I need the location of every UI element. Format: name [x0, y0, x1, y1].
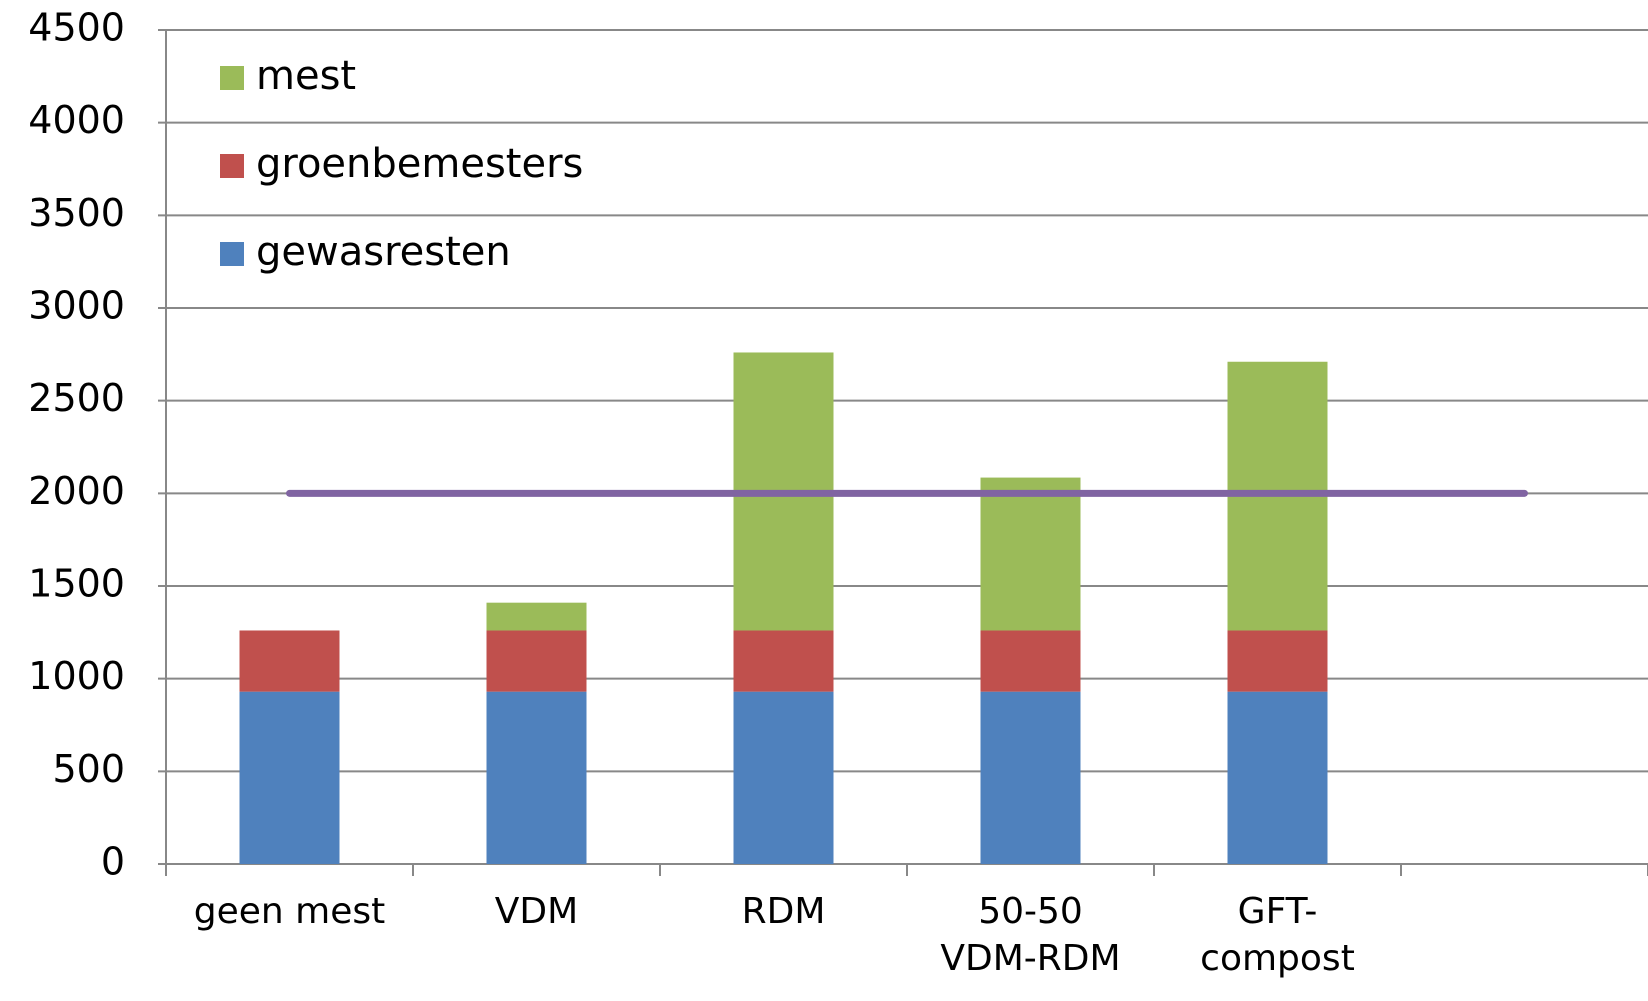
y-tick-label: 1500 [28, 562, 125, 606]
y-tick-label: 2000 [28, 469, 125, 513]
x-tick-label: geen mest [193, 891, 386, 932]
x-tick-label: VDM [494, 891, 579, 932]
x-tick-label: 50-50 VDM-RDM [940, 891, 1121, 979]
y-tick-label: 1000 [28, 654, 125, 698]
bar-segment [239, 630, 340, 692]
bar-segment [486, 630, 587, 692]
legend-swatch [220, 66, 244, 90]
y-tick-label: 3500 [28, 191, 125, 235]
x-tick-label: GFT-compost [1200, 891, 1355, 979]
bar-segment [980, 630, 1081, 692]
bar-segment [980, 691, 1081, 864]
bar-segment [486, 691, 587, 864]
legend-label: mest [256, 53, 356, 99]
y-tick-label: 3000 [28, 284, 125, 328]
bar-segment [980, 477, 1081, 631]
bar-segment [733, 691, 834, 864]
y-tick-label: 500 [52, 747, 125, 791]
x-tick-label: RDM [741, 891, 826, 932]
legend-label: groenbemesters [256, 141, 583, 187]
legend-swatch [220, 242, 244, 266]
bar-segment [1227, 630, 1328, 692]
y-tick-label: 4500 [28, 6, 125, 50]
y-tick-label: 2500 [28, 376, 125, 420]
legend-label: gewasresten [256, 229, 511, 275]
bar-segment [239, 691, 340, 864]
y-tick-label: 0 [101, 840, 125, 884]
bar-segment [1227, 691, 1328, 864]
y-tick-label: 4000 [28, 98, 125, 142]
bar-segment [733, 630, 834, 692]
legend-swatch [220, 154, 244, 178]
bar-segment [486, 602, 587, 631]
